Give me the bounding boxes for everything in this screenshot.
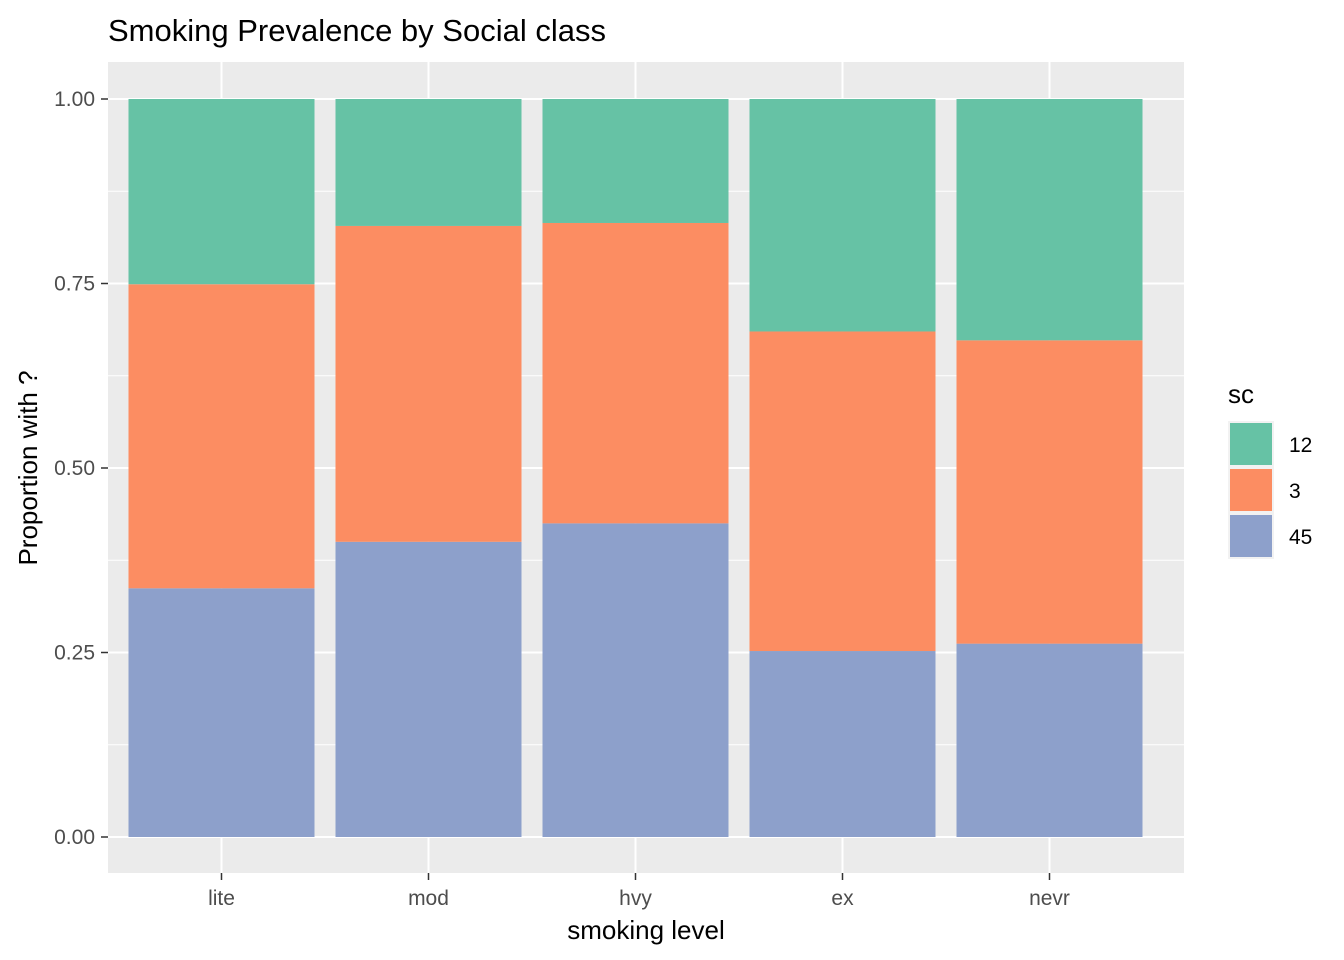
x-tick-label: mod bbox=[408, 887, 449, 910]
x-tick-label: hvy bbox=[619, 887, 652, 910]
legend-label-12: 12 bbox=[1289, 434, 1312, 457]
bar-hvy-45 bbox=[542, 523, 729, 837]
legend: sc 12 3 45 bbox=[1228, 379, 1312, 559]
bar-lite-45 bbox=[128, 588, 315, 837]
y-axis: 0.00 0.25 0.50 0.75 1.00 bbox=[54, 88, 108, 849]
bar-ex-45 bbox=[749, 651, 936, 837]
bar-nevr-12 bbox=[956, 99, 1143, 341]
bar-hvy-12 bbox=[542, 99, 729, 223]
bar-nevr-45 bbox=[956, 643, 1143, 837]
x-axis-title: smoking level bbox=[567, 915, 725, 945]
y-tick-label: 0.25 bbox=[54, 642, 95, 665]
y-tick-label: 0.00 bbox=[54, 826, 95, 849]
x-tick-label: ex bbox=[831, 887, 854, 910]
bar-nevr-3 bbox=[956, 340, 1143, 644]
y-tick-label: 0.50 bbox=[54, 457, 95, 480]
x-tick-label: nevr bbox=[1029, 887, 1070, 910]
y-tick-label: 0.75 bbox=[54, 273, 95, 296]
legend-key-45 bbox=[1230, 515, 1272, 557]
legend-title: sc bbox=[1228, 379, 1254, 409]
y-axis-title: Proportion with ? bbox=[13, 370, 43, 565]
bar-lite-3 bbox=[128, 284, 315, 589]
chart-title: Smoking Prevalence by Social class bbox=[108, 13, 606, 48]
y-tick-label: 1.00 bbox=[54, 88, 95, 111]
legend-label-3: 3 bbox=[1289, 480, 1301, 503]
bars bbox=[128, 99, 1143, 837]
legend-key-12 bbox=[1230, 423, 1272, 465]
bar-lite-12 bbox=[128, 99, 315, 285]
bar-mod-3 bbox=[335, 225, 522, 542]
x-axis: lite mod hvy ex nevr bbox=[208, 873, 1070, 910]
x-tick-label: lite bbox=[208, 887, 235, 910]
legend-key-3 bbox=[1230, 469, 1272, 511]
legend-label-45: 45 bbox=[1289, 526, 1312, 549]
bar-mod-45 bbox=[335, 541, 522, 837]
bar-hvy-3 bbox=[542, 222, 729, 524]
bar-mod-12 bbox=[335, 99, 522, 226]
bar-ex-3 bbox=[749, 331, 936, 652]
bar-ex-12 bbox=[749, 99, 936, 332]
